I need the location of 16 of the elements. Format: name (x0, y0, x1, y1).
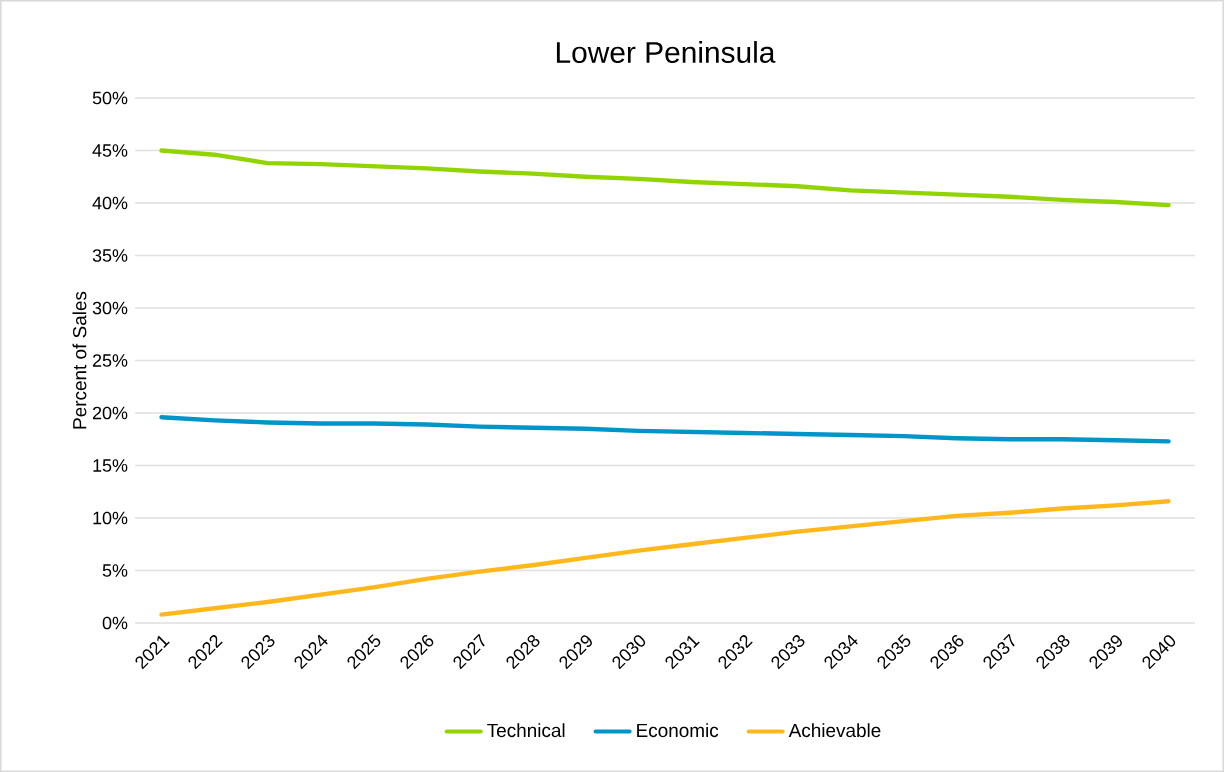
y-tick-label: 25% (92, 354, 128, 367)
y-tick-label: 20% (92, 406, 128, 420)
y-tick-label: 40% (92, 196, 128, 210)
y-tick-label: 10% (93, 511, 128, 525)
y-tick-label: 5% (102, 564, 128, 577)
legend-label: Achievable (788, 723, 881, 738)
y-tick-label: 45% (92, 144, 128, 157)
y-tick-label: 15% (93, 459, 128, 472)
y-axis-title: Percent of Sales (72, 291, 87, 429)
legend-label: Economic (637, 723, 719, 738)
chart-title: Lower Peninsula (556, 41, 776, 63)
y-tick-label: 35% (92, 249, 128, 262)
y-tick-label: 0% (102, 616, 128, 630)
y-tick-label: 30% (92, 301, 128, 315)
y-tick-label: 50% (92, 91, 128, 105)
legend-label: Technical (487, 723, 565, 738)
